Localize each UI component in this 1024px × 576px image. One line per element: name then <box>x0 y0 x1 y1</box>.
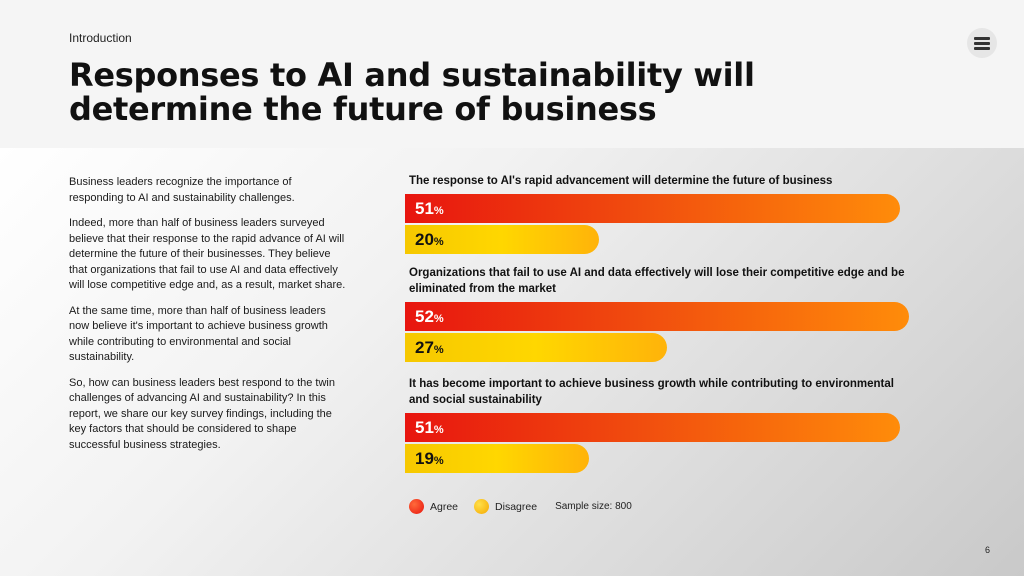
page-number: 6 <box>985 545 991 555</box>
legend-item-agree: Agree <box>409 499 458 514</box>
bar-agree: 51% <box>405 194 900 223</box>
question-title: The response to AI's rapid advancement w… <box>409 175 833 187</box>
paragraph: Indeed, more than half of business leade… <box>69 217 346 291</box>
bar-value-label: 27% <box>415 338 444 357</box>
legend-item-disagree: Disagree <box>474 499 537 514</box>
sample-size-note: Sample size: 800 <box>555 501 632 512</box>
bar-disagree: 20% <box>405 225 599 254</box>
question-title: Organizations that fail to use AI and da… <box>409 267 905 295</box>
content-area: Business leaders recognize the importanc… <box>0 148 1024 576</box>
section-label: Introduction <box>69 31 132 45</box>
intro-text: Business leaders recognize the importanc… <box>69 175 349 463</box>
bar-value-label: 20% <box>415 230 444 249</box>
legend-label-agree: Agree <box>430 500 459 513</box>
agree-swatch-icon <box>409 499 424 514</box>
chart-legend: Agree Disagree Sample size: 800 <box>409 499 632 514</box>
menu-button[interactable] <box>967 28 997 58</box>
bar-value-label: 19% <box>415 449 444 468</box>
bar-disagree: 19% <box>405 444 589 473</box>
legend-label-disagree: Disagree <box>495 500 538 513</box>
header: Introduction Responses to AI and sustain… <box>0 0 1024 148</box>
bar-agree: 51% <box>405 413 900 442</box>
page-title: Responses to AI and sustainability will … <box>69 56 755 128</box>
bar-agree: 52% <box>405 302 909 331</box>
bar-value-label: 52% <box>415 307 444 326</box>
question-title: It has become important to achieve busin… <box>409 378 894 406</box>
disagree-swatch-icon <box>474 499 490 514</box>
paragraph: So, how can business leaders best respon… <box>69 376 335 451</box>
bar-value-label: 51% <box>415 199 444 218</box>
bar-value-label: 51% <box>415 418 444 437</box>
paragraph: At the same time, more than half of busi… <box>69 304 328 364</box>
survey-bar-chart: Agree Disagree Sample size: 800 The resp… <box>405 148 965 576</box>
paragraph: Business leaders recognize the importanc… <box>69 176 295 204</box>
hamburger-icon <box>974 37 990 50</box>
bar-disagree: 27% <box>405 333 667 362</box>
